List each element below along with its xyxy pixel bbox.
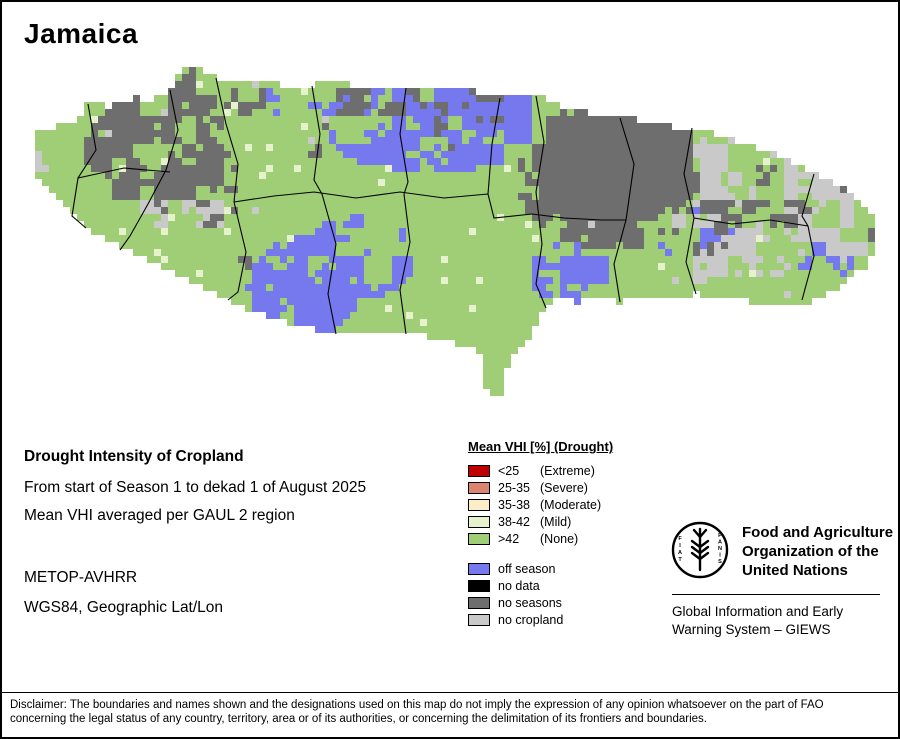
legend-swatch [468,532,490,545]
legend-swatch [468,562,490,575]
legend-item: <25 (Extreme) [468,462,613,479]
page-title: Jamaica [24,18,139,49]
fao-name-line: Food and Agriculture [742,524,894,541]
fao-name-line: Organization of the [742,543,879,560]
legend-swatch [468,596,490,609]
info-period: From start of Season 1 to dekad 1 of Aug… [24,479,367,496]
svg-text:S: S [718,559,722,565]
svg-text:P: P [718,533,722,539]
legend-qualifier: (Moderate) [540,497,602,512]
legend-swatch [468,579,490,592]
legend-label: 35-38 [498,497,530,512]
svg-text:I: I [679,543,681,549]
legend-item: no seasons [468,594,613,611]
svg-text:I: I [719,553,721,559]
info-heading: Drought Intensity of Cropland [24,448,244,465]
svg-text:A: A [718,540,722,546]
legend-swatch [468,481,490,494]
legend-item: off season [468,560,613,577]
legend-item: no cropland [468,611,613,628]
legend-qualifier: (Extreme) [540,463,595,478]
fao-divider [672,594,880,595]
legend-vhi-items: <25 (Extreme) 25-35 (Severe) 35-38 (Moderate)… [468,462,613,547]
vhi-raster-cells [35,67,875,396]
legend-label: 38-42 [498,514,530,529]
legend-qualifier: (Mild) [540,514,572,529]
legend-label: off season [498,561,556,576]
legend-swatch [468,613,490,626]
info-sensor: METOP-AVHRR [24,569,138,586]
legend-label: >42 [498,531,520,546]
legend-label: 25-35 [498,480,530,495]
legend-title: Mean VHI [%] (Drought) [468,439,614,454]
legend-qualifier: (None) [540,531,579,546]
legend-swatch [468,498,490,511]
svg-text:T: T [678,557,682,563]
legend-label: no data [498,578,540,593]
svg-text:A: A [678,550,682,556]
legend-item: 35-38 (Moderate) [468,496,613,513]
giews-subtitle: Global Information and Early Warning Sys… [672,604,844,637]
legend-item: 38-42 (Mild) [468,513,613,530]
legend: Mean VHI [%] (Drought) <25 (Extreme) 25-35… [468,439,613,628]
info-aggregation: Mean VHI averaged per GAUL 2 region [24,507,295,524]
legend-item: no data [468,577,613,594]
legend-qualifier: (Severe) [540,480,588,495]
gaul2-admin-boundaries [71,77,815,335]
disclaimer-divider [2,692,898,693]
disclaimer-text: Disclaimer: The boundaries and names sho… [10,699,824,725]
fao-name-line: United Nations [742,562,848,579]
legend-swatch [468,464,490,477]
legend-swatch [468,515,490,528]
legend-item: 25-35 (Severe) [468,479,613,496]
legend-coverage-items: off season no data no seasons no cropland [468,560,613,628]
legend-item: >42 (None) [468,530,613,547]
legend-label: <25 [498,463,520,478]
wheat-ear-icon [690,527,710,572]
legend-label: no seasons [498,595,562,610]
svg-text:N: N [718,546,722,552]
info-projection: WGS84, Geographic Lat/Lon [24,599,224,616]
legend-label: no cropland [498,612,564,627]
svg-text:F: F [678,536,682,542]
fao-name: Food and Agriculture Organization of the… [742,523,893,580]
